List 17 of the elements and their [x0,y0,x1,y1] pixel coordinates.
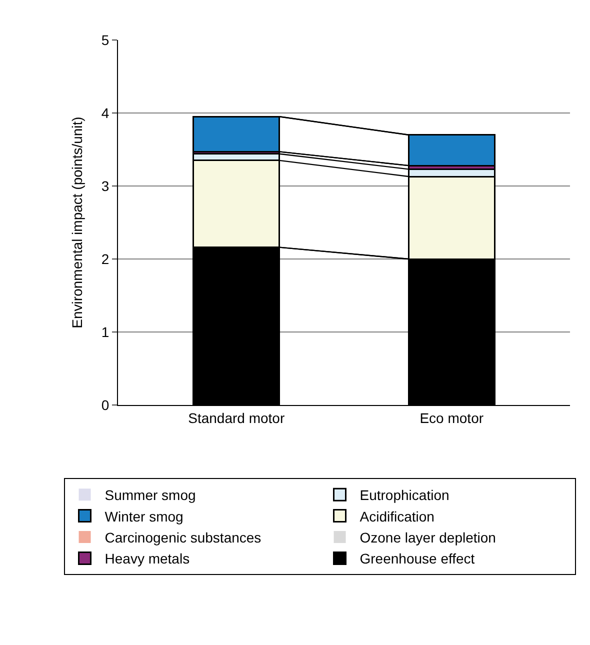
y-axis-title: Environmental impact (points/unit) [69,116,86,328]
y-tick-label: 4 [101,104,110,121]
y-tick-label: 1 [101,324,110,340]
y-tick-label: 5 [101,32,110,48]
y-tick-label: 2 [101,250,110,267]
legend-label: Summer smog [104,487,196,504]
legend-label: Acidification [360,508,434,524]
y-tick-label: 3 [101,178,110,194]
legend-label: Eutrophication [360,487,450,504]
legend-label: Carcinogenic substances [104,529,262,546]
x-tick-label: Standard motor [188,410,285,426]
x-tick-label: Eco motor [420,410,484,426]
legend-label: Greenhouse effect [360,550,475,567]
legend-label: Winter smog [104,508,184,524]
y-tick-label: 0 [101,396,110,413]
legend-label: Ozone layer depletion [360,529,496,546]
legend-label: Heavy metals [104,550,190,567]
